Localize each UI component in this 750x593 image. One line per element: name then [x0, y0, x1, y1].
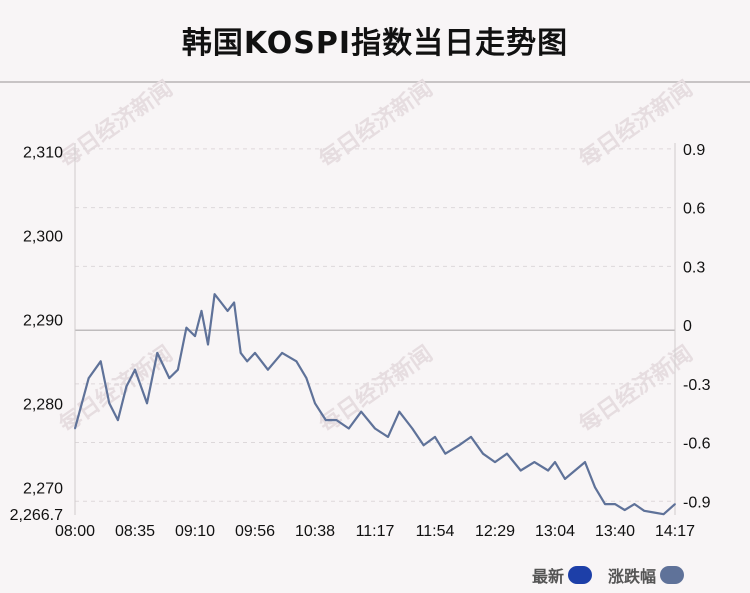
series-point [281, 352, 283, 354]
series-point [194, 335, 196, 337]
series-point [422, 444, 425, 447]
series-point [117, 419, 119, 421]
series-point [220, 301, 223, 304]
series-point [134, 368, 136, 371]
series-point [267, 368, 269, 371]
legend-latest: 最新 [532, 563, 593, 587]
series-point [623, 509, 626, 511]
legend-change: 涨跌幅 [608, 563, 685, 587]
series-point [614, 503, 616, 505]
series-point [482, 452, 484, 455]
series-point [547, 469, 549, 472]
series-point [226, 310, 229, 312]
series-point [374, 427, 376, 430]
series-point [444, 452, 447, 455]
series-point [246, 360, 249, 363]
y-right-tick-label: -0.6 [683, 436, 711, 453]
series-point [594, 486, 596, 489]
series-point [564, 478, 566, 480]
x-tick-label: 08:35 [115, 523, 155, 540]
y-left-tick-label: 2,266.7 [10, 507, 63, 524]
series-point [604, 503, 606, 505]
y-right-tick-label: 0.3 [683, 259, 705, 276]
series-point [200, 310, 203, 312]
legend-latest-swatch [568, 566, 593, 584]
series-point [146, 402, 148, 405]
watermark-text: 每日经济新闻 [314, 341, 437, 438]
legend-latest-label: 最新 [532, 567, 565, 586]
series-point [185, 326, 188, 329]
y-right-tick-label: 0.6 [683, 201, 705, 218]
x-tick-label: 10:38 [295, 523, 335, 540]
series-point [470, 436, 472, 438]
watermark-text: 每日经济新闻 [314, 76, 437, 173]
y-right-tick-label: 0 [683, 318, 692, 335]
series-point [295, 360, 298, 363]
series-point [633, 503, 636, 505]
y-right-tick-label: -0.3 [683, 377, 711, 394]
x-tick-label: 13:04 [535, 523, 575, 540]
series-point [533, 461, 536, 463]
title-divider [0, 81, 750, 83]
series-point [207, 343, 209, 346]
watermark-text: 每日经济新闻 [574, 76, 697, 173]
series-point [584, 461, 586, 463]
x-tick-label: 08:00 [55, 523, 95, 540]
series-point [494, 461, 496, 463]
series-point [458, 444, 460, 447]
series-point [554, 461, 556, 463]
series-point [387, 436, 389, 438]
series-point [239, 352, 242, 354]
series-point [574, 469, 576, 472]
series-point [177, 368, 179, 371]
x-tick-label: 09:56 [235, 523, 275, 540]
series-point [324, 419, 327, 421]
x-tick-label: 13:40 [595, 523, 635, 540]
y-right-tick-label: 0.9 [683, 142, 705, 159]
series-point [108, 402, 111, 405]
y-right-tick-label: -0.9 [683, 494, 711, 511]
series-point [305, 377, 308, 379]
series-point [156, 352, 159, 354]
y-left-tick-label: 2,290 [23, 312, 63, 329]
x-tick-label: 11:17 [356, 523, 395, 540]
series-point [434, 436, 436, 438]
chart-title: 韩国KOSPI指数当日走势图 [181, 26, 569, 61]
series-point [335, 419, 338, 421]
series-point [254, 352, 256, 354]
y-left-tick-label: 2,280 [23, 396, 63, 413]
series-point [233, 301, 236, 304]
series-point [411, 427, 414, 430]
y-left-tick-label: 2,270 [23, 480, 63, 497]
series-point [213, 293, 216, 296]
series-point [519, 469, 522, 472]
series-point [314, 402, 316, 405]
x-tick-label: 11:54 [416, 523, 455, 540]
series-point [99, 360, 102, 363]
series-point [87, 377, 90, 379]
series-point [653, 511, 655, 514]
x-tick-label: 09:10 [175, 523, 215, 540]
watermark-text: 每日经济新闻 [574, 341, 697, 438]
series-point [125, 385, 128, 388]
series-point [506, 452, 508, 455]
watermark-text: 每日经济新闻 [54, 76, 177, 173]
series-point [360, 410, 363, 413]
series-point [662, 513, 665, 516]
x-tick-label: 12:29 [475, 523, 515, 540]
series-point [74, 427, 76, 430]
series-point [347, 427, 350, 430]
y-left-tick-label: 2,310 [23, 144, 63, 161]
x-tick-label: 14:17 [655, 523, 695, 540]
series-point [674, 503, 676, 505]
legend-change-label: 涨跌幅 [608, 567, 657, 586]
series-point [168, 377, 171, 379]
y-left-tick-label: 2,300 [23, 228, 63, 245]
series-point [643, 509, 646, 512]
series-point [398, 410, 401, 413]
legend-change-swatch [660, 566, 685, 584]
